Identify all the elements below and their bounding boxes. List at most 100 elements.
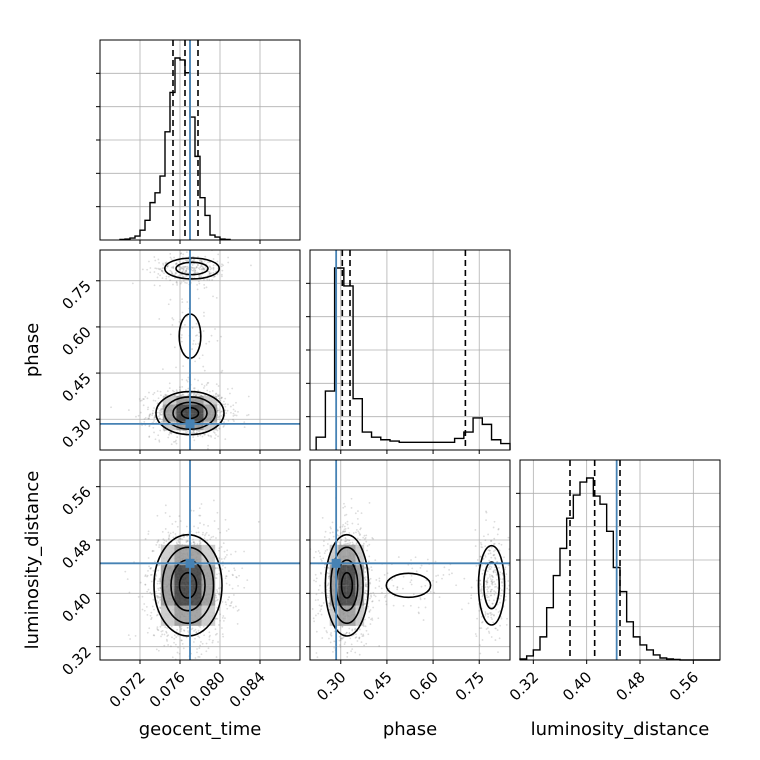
sample-point — [333, 646, 336, 649]
sample-point — [344, 662, 346, 664]
sample-point — [359, 528, 362, 531]
sample-point — [154, 438, 157, 441]
sample-point — [153, 431, 155, 434]
sample-point — [197, 389, 200, 392]
sample-point — [318, 604, 321, 607]
sample-point — [312, 617, 315, 620]
sample-point — [487, 552, 490, 555]
sample-point — [161, 277, 164, 280]
sample-point — [470, 594, 473, 597]
y-tick-label-phase: 0.75 — [58, 277, 94, 313]
sample-point — [492, 570, 495, 573]
sample-point — [201, 642, 204, 645]
sample-point — [481, 585, 483, 588]
sample-point — [491, 613, 494, 616]
sample-point — [368, 555, 371, 558]
sample-point — [326, 549, 329, 551]
sample-point — [219, 613, 221, 616]
sample-point — [232, 574, 234, 577]
sample-point — [480, 543, 483, 546]
sample-point — [365, 540, 368, 543]
sample-point — [493, 580, 495, 583]
density-phase-luminosity-distance — [310, 460, 510, 664]
sample-point — [208, 271, 211, 273]
sample-point — [480, 627, 483, 630]
y-tick-label-luminosity-distance: 0.48 — [58, 536, 94, 572]
sample-point — [180, 639, 183, 642]
sample-point — [155, 544, 158, 546]
sample-point — [486, 570, 489, 573]
sample-point — [485, 580, 487, 583]
sample-point — [178, 268, 181, 271]
sample-point — [185, 541, 188, 544]
sample-point — [497, 528, 500, 531]
sample-point — [198, 540, 201, 543]
sample-point — [205, 286, 208, 289]
sample-point — [344, 530, 346, 533]
sample-point — [149, 413, 152, 416]
sample-point — [157, 587, 160, 590]
sample-point — [420, 585, 423, 588]
sample-point — [338, 541, 341, 544]
sample-point — [315, 630, 318, 633]
sample-point — [203, 283, 206, 286]
sample-point — [208, 340, 211, 343]
sample-point — [158, 412, 161, 415]
sample-point — [341, 525, 344, 528]
sample-point — [333, 640, 336, 643]
sample-point — [187, 631, 190, 634]
sample-point — [212, 276, 215, 278]
sample-point — [491, 602, 494, 605]
sample-point — [426, 558, 429, 561]
sample-point — [155, 574, 158, 577]
sample-point — [383, 573, 386, 576]
sample-point — [328, 560, 331, 563]
sample-point — [186, 315, 188, 318]
sample-point — [186, 540, 189, 542]
sample-point — [346, 523, 349, 526]
sample-point — [208, 278, 211, 281]
sample-point — [162, 264, 165, 266]
x-tick-label-luminosity-distance: 0.48 — [612, 668, 648, 704]
sample-point — [345, 513, 348, 516]
sample-point — [369, 597, 371, 600]
sample-point — [184, 259, 187, 262]
sample-point — [197, 635, 200, 638]
sample-point — [140, 399, 143, 402]
sample-point — [319, 610, 322, 612]
sample-point — [361, 635, 364, 638]
sample-point — [181, 393, 184, 396]
sample-point — [160, 408, 162, 411]
sample-point — [194, 334, 197, 337]
sample-point — [207, 434, 210, 437]
sample-point — [350, 643, 353, 646]
sample-point — [201, 354, 204, 357]
sample-point — [223, 400, 225, 403]
sample-point — [362, 633, 365, 636]
sample-point — [343, 528, 346, 531]
sample-point — [174, 263, 177, 266]
sample-point — [144, 583, 147, 586]
sample-point — [153, 391, 156, 394]
sample-point — [202, 267, 205, 270]
sample-point — [494, 627, 497, 630]
sample-point — [490, 588, 493, 591]
sample-point — [350, 497, 353, 500]
sample-point — [159, 417, 161, 420]
sample-point — [196, 334, 198, 337]
sample-point — [315, 580, 317, 583]
sample-point — [384, 594, 387, 597]
sample-point — [157, 540, 160, 543]
sample-point — [344, 530, 347, 533]
sample-point — [178, 320, 181, 323]
sample-point — [168, 515, 171, 518]
sample-point — [499, 571, 502, 574]
sample-point — [224, 438, 227, 441]
sample-point — [235, 414, 238, 417]
sample-point — [491, 575, 494, 578]
sample-point — [486, 594, 488, 597]
sample-point — [158, 409, 161, 412]
sample-point — [220, 396, 223, 399]
sample-point — [220, 273, 223, 276]
sample-point — [363, 644, 366, 647]
